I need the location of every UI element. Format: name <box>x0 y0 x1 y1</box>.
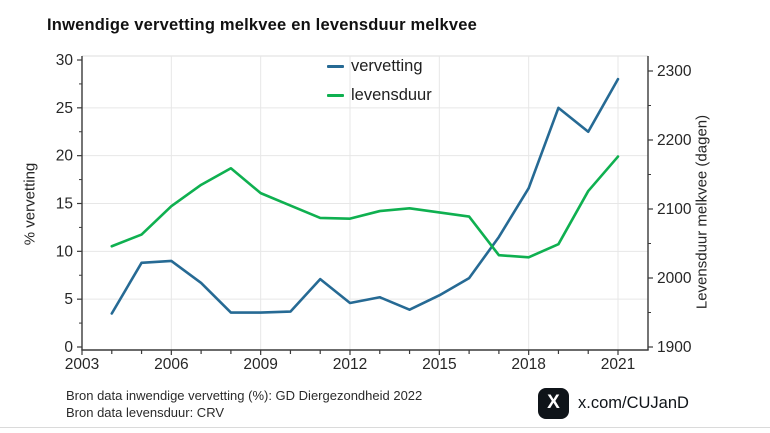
source-line-2: Bron data levensduur: CRV <box>66 405 225 420</box>
y-left-tick-label: 5 <box>64 291 73 308</box>
x-tick-label: 2018 <box>511 356 545 373</box>
y-left-tick-label: 20 <box>56 148 74 165</box>
bottom-divider <box>0 427 770 428</box>
x-tick-label: 2003 <box>65 356 99 373</box>
y-left-tick-label: 15 <box>56 196 73 213</box>
x-handle-text: x.com/CUJanD <box>578 394 689 412</box>
y-left-tick-label: 30 <box>56 52 74 69</box>
levensduur-line <box>110 155 620 259</box>
x-tick-label: 2009 <box>243 356 277 373</box>
y-right-tick-label: 2000 <box>657 270 692 287</box>
legend-label: levensduur <box>351 86 432 105</box>
x-tick-label: 2006 <box>154 356 188 373</box>
y-left-tick-label: 0 <box>64 339 73 356</box>
legend-label: vervetting <box>351 57 423 76</box>
source-note: Bron data inwendige vervetting (%): GD D… <box>66 387 422 421</box>
x-tick-label: 2021 <box>601 356 635 373</box>
x-tick-label: 2015 <box>422 356 456 373</box>
chart-legend: vervetting levensduur <box>327 56 432 114</box>
legend-item-vervetting: vervetting <box>327 56 432 77</box>
page-title: Inwendige vervetting melkvee en levensdu… <box>47 16 478 34</box>
y-right-tick-label: 2300 <box>657 63 692 80</box>
legend-item-levensduur: levensduur <box>327 85 432 106</box>
vervetting-line-swatch <box>327 65 344 68</box>
right-axis-title: Levensduur melkvee (dagen) <box>693 114 711 310</box>
levensduur-line-swatch <box>327 94 344 97</box>
vervetting-line <box>110 77 620 315</box>
y-right-tick-label: 2100 <box>657 201 692 218</box>
x-tick-label: 2012 <box>333 356 367 373</box>
left-axis-title: % vervetting <box>21 162 39 246</box>
y-left-tick-label: 25 <box>56 100 73 117</box>
y-right-tick-label: 2200 <box>657 132 692 149</box>
y-left-tick-label: 10 <box>56 243 74 260</box>
source-line-1: Bron data inwendige vervetting (%): GD D… <box>66 388 423 403</box>
y-right-tick-label: 1900 <box>657 339 692 356</box>
x-logo-icon: X <box>538 388 569 419</box>
